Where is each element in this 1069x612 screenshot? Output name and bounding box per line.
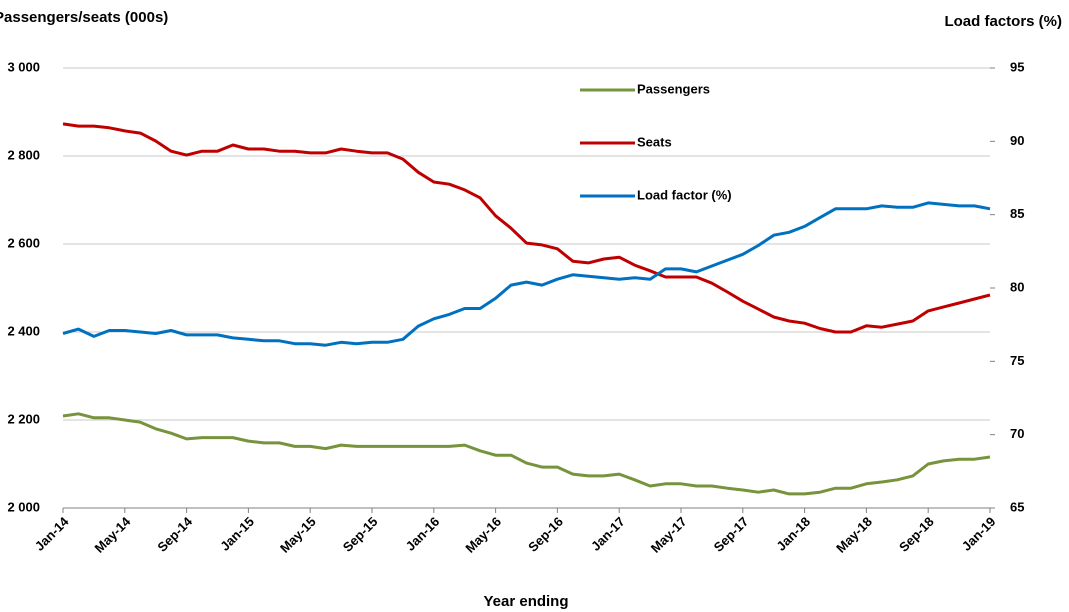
y-tick-label: 2 400 [7,323,40,338]
legend-label: Seats [637,134,672,149]
x-tick-label: May-15 [277,514,319,556]
y2-tick-label: 65 [1010,499,1024,514]
x-tick-label: Jan-17 [588,514,628,554]
x-tick-label: Sep-18 [896,514,937,555]
x-tick-label: Jan-18 [773,514,813,554]
legend-label: Load factor (%) [637,187,732,202]
x-tick-label: Jan-19 [959,514,999,554]
y2-tick-label: 75 [1010,353,1024,368]
x-tick-label: May-17 [648,514,690,556]
x-tick-label: May-18 [833,514,875,556]
x-tick-label: Sep-16 [525,514,566,555]
series-line [62,201,991,347]
x-tick-label: Sep-17 [711,514,752,555]
series-line [62,122,991,334]
x-tick-label: Jan-15 [217,514,257,554]
x-tick-label: Jan-14 [32,513,72,553]
y2-axis-title: Load factors (%) [944,13,1062,30]
y2-tick-label: 85 [1010,206,1024,221]
y-tick-label: 2 600 [7,235,40,250]
y-tick-label: 2 000 [7,499,40,514]
legend-label: Passengers [637,81,710,96]
y-axis-title: Passengers/seats (000s) [0,9,168,26]
x-tick-label: May-14 [92,513,134,555]
x-axis-title: Year ending [483,593,568,610]
y-tick-label: 2 800 [7,147,40,162]
series-line [62,412,991,496]
x-tick-label: Sep-14 [154,513,195,554]
y2-tick-label: 70 [1010,426,1024,441]
x-tick-label: May-16 [462,514,504,556]
y2-tick-label: 95 [1010,59,1024,74]
y-tick-label: 2 200 [7,411,40,426]
y2-tick-label: 80 [1010,279,1024,294]
y2-tick-label: 90 [1010,133,1024,148]
y-tick-label: 3 000 [7,59,40,74]
x-tick-label: Jan-16 [403,514,443,554]
x-tick-label: Sep-15 [340,514,381,555]
